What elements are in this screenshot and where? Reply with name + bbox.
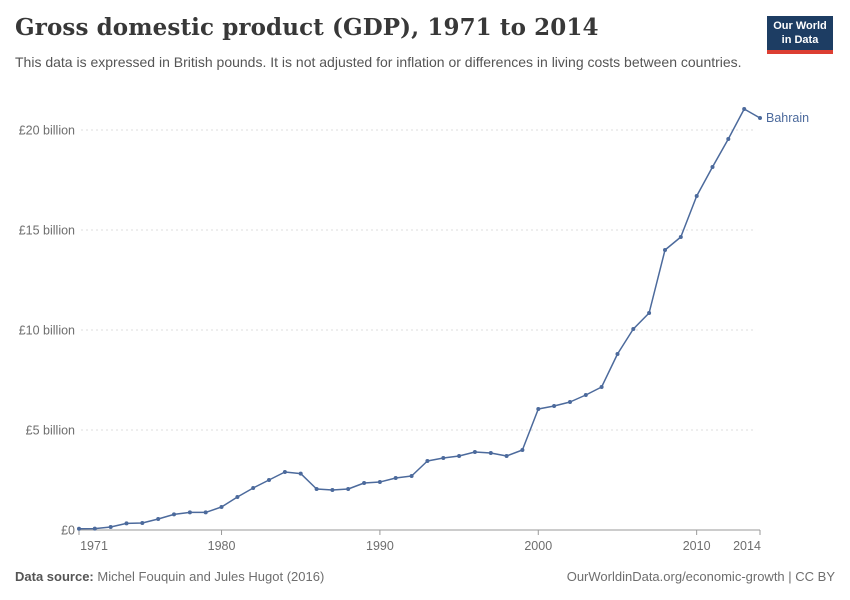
- data-point-marker: [124, 521, 129, 526]
- data-point-marker: [251, 486, 256, 490]
- data-point-marker: [599, 385, 604, 389]
- gdp-line-series: [78, 108, 761, 530]
- data-point-marker: [92, 526, 97, 531]
- data-point-marker: [156, 517, 161, 521]
- series-end-label: Bahrain: [766, 111, 809, 125]
- data-source-label: Data source:: [15, 569, 94, 584]
- data-point-marker: [393, 476, 398, 480]
- data-point-marker: [267, 478, 271, 482]
- data-point-marker: [552, 404, 557, 408]
- data-point-marker: [663, 248, 667, 252]
- data-point-marker: [472, 450, 477, 454]
- data-point-marker: [282, 470, 287, 474]
- data-point-marker: [219, 505, 224, 509]
- x-axis-tick-label: 1980: [208, 539, 236, 553]
- data-point-marker: [409, 474, 414, 478]
- x-axis-tick-label: 1990: [366, 539, 394, 553]
- owid-logo-line1: Our World: [773, 20, 827, 32]
- y-axis-tick-label: £15 billion: [19, 224, 75, 238]
- data-point-marker: [742, 107, 747, 111]
- data-point-marker: [172, 512, 176, 517]
- x-axis-tick-label: 2014: [733, 539, 761, 553]
- data-source-text: Michel Fouquin and Jules Hugot (2016): [93, 569, 325, 584]
- data-point-marker: [77, 526, 81, 531]
- data-point-marker: [568, 400, 572, 404]
- data-point-marker: [726, 137, 731, 141]
- data-point-marker: [140, 521, 145, 525]
- y-axis-tick-label: £5 billion: [26, 424, 75, 438]
- data-point-marker: [187, 510, 192, 515]
- data-point-marker: [346, 487, 351, 491]
- owid-logo[interactable]: Our World in Data: [767, 16, 833, 54]
- data-point-marker: [583, 393, 588, 397]
- data-point-marker: [362, 481, 367, 485]
- x-axis-tick-label: 1971: [80, 539, 108, 553]
- data-point-marker: [377, 480, 382, 484]
- y-axis-tick-label: £20 billion: [19, 124, 75, 138]
- data-source-note: Data source: Michel Fouquin and Jules Hu…: [15, 569, 324, 584]
- data-point-marker: [330, 488, 335, 492]
- data-point-marker: [615, 352, 620, 356]
- y-axis-tick-label: £0: [61, 524, 75, 538]
- data-point-marker: [425, 459, 430, 463]
- data-point-marker: [441, 456, 446, 460]
- data-point-marker: [758, 116, 762, 120]
- x-axis-tick-label: 2000: [524, 539, 552, 553]
- owid-logo-line2: in Data: [781, 34, 819, 47]
- data-point-marker: [457, 454, 462, 458]
- data-point-marker: [647, 311, 652, 315]
- y-axis-tick-label: £10 billion: [19, 324, 75, 338]
- data-point-marker: [504, 454, 509, 458]
- data-point-marker: [710, 165, 715, 169]
- page-title: Gross domestic product (GDP), 1971 to 20…: [15, 14, 599, 41]
- data-point-marker: [694, 194, 699, 198]
- data-point-marker: [298, 471, 303, 476]
- data-point-marker: [631, 327, 636, 331]
- data-point-marker: [235, 495, 240, 499]
- data-point-marker: [678, 235, 683, 239]
- data-point-marker: [488, 451, 493, 455]
- data-point-marker: [520, 448, 525, 452]
- x-axis-tick-label: 2010: [683, 539, 711, 553]
- data-point-marker: [203, 510, 208, 515]
- chart-subtitle: This data is expressed in British pounds…: [15, 54, 742, 70]
- data-point-marker: [314, 487, 319, 491]
- data-point-marker: [536, 407, 541, 411]
- owid-link[interactable]: OurWorldinData.org/economic-growth | CC …: [566, 569, 835, 584]
- data-point-marker: [108, 525, 113, 529]
